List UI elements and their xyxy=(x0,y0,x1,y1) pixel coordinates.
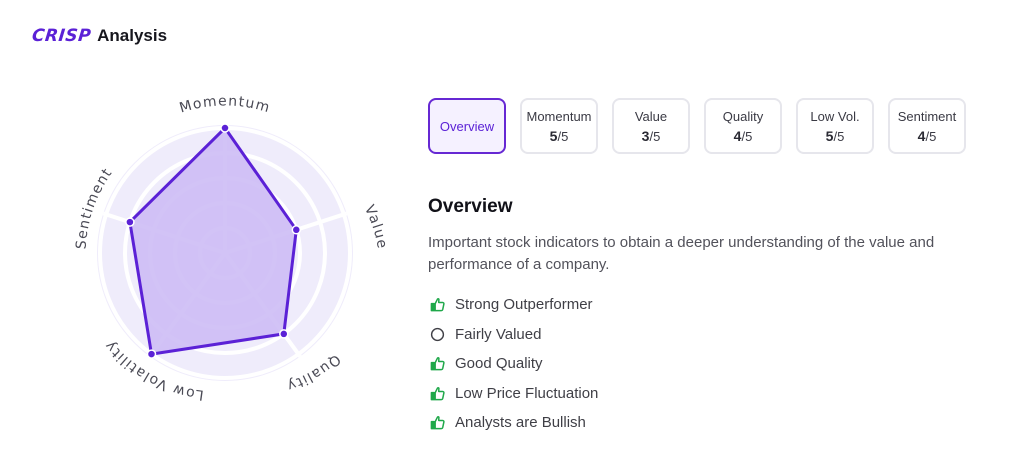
tab-score: 4/5 xyxy=(733,127,753,144)
radar-point-value xyxy=(291,225,302,235)
section-title: Overview xyxy=(428,196,513,217)
header: CRISP Analysis xyxy=(30,26,168,46)
axis-label-value: Value xyxy=(361,203,390,251)
section-description: Important stock indicators to obtain a d… xyxy=(428,234,935,273)
page-title: Analysis xyxy=(97,26,168,45)
radar-point-quality xyxy=(279,329,289,339)
tab-value[interactable]: Value 3/5 xyxy=(612,98,690,154)
indicator-text: Good Quality xyxy=(455,355,543,373)
radar-points xyxy=(125,123,302,359)
overview-section: Overview Important stock indicators to o… xyxy=(428,196,988,438)
indicator-text: Analysts are Bullish xyxy=(455,414,586,432)
indicator-item: Good Quality xyxy=(428,349,988,379)
tab-label: Value xyxy=(634,108,668,124)
radar-score-polygon xyxy=(128,126,298,356)
radar-point-low-volatility xyxy=(146,349,157,359)
tab-sentiment[interactable]: Sentiment 4/5 xyxy=(888,98,966,154)
radar-point-sentiment xyxy=(125,217,135,227)
indicator-item: Fairly Valued xyxy=(428,320,988,350)
thumbs-up-icon xyxy=(429,356,445,372)
circle-icon xyxy=(429,326,445,342)
tab-score: 5/5 xyxy=(825,127,845,144)
tab-label: Momentum xyxy=(526,108,592,124)
indicator-list: Strong Outperformer Fairly Valued Good Q… xyxy=(428,290,988,438)
tab-momentum[interactable]: Momentum 5/5 xyxy=(520,98,598,154)
indicator-text: Low Price Fluctuation xyxy=(455,384,599,402)
score-tabs: Overview Momentum 5/5 Value 3/5 Quality … xyxy=(428,98,966,154)
tab-label: Sentiment xyxy=(897,108,957,124)
thumbs-up-icon xyxy=(429,297,445,313)
axis-label-momentum: Momentum xyxy=(178,93,273,116)
indicator-item: Low Price Fluctuation xyxy=(428,379,988,409)
tab-low-vol[interactable]: Low Vol. 5/5 xyxy=(796,98,874,154)
tab-score: 5/5 xyxy=(549,127,569,144)
radar-chart: Momentum Value Quality Low Volatility Se… xyxy=(74,93,390,402)
tab-overview[interactable]: Overview xyxy=(428,98,506,154)
thumbs-up-icon xyxy=(429,415,445,431)
indicator-text: Strong Outperformer xyxy=(455,296,593,314)
indicator-text: Fairly Valued xyxy=(455,325,542,343)
tab-label: Quality xyxy=(722,108,764,124)
crisp-logo: CRISP xyxy=(30,26,93,46)
indicator-item: Analysts are Bullish xyxy=(428,408,988,438)
tab-quality[interactable]: Quality 4/5 xyxy=(704,98,782,154)
indicator-item: Strong Outperformer xyxy=(428,290,988,320)
tab-label: Low Vol. xyxy=(810,108,860,124)
thumbs-up-icon xyxy=(429,385,445,401)
tab-label: Overview xyxy=(439,118,495,134)
radar-point-momentum xyxy=(220,123,230,133)
tab-score: 4/5 xyxy=(917,127,937,144)
tab-score: 3/5 xyxy=(641,127,661,144)
